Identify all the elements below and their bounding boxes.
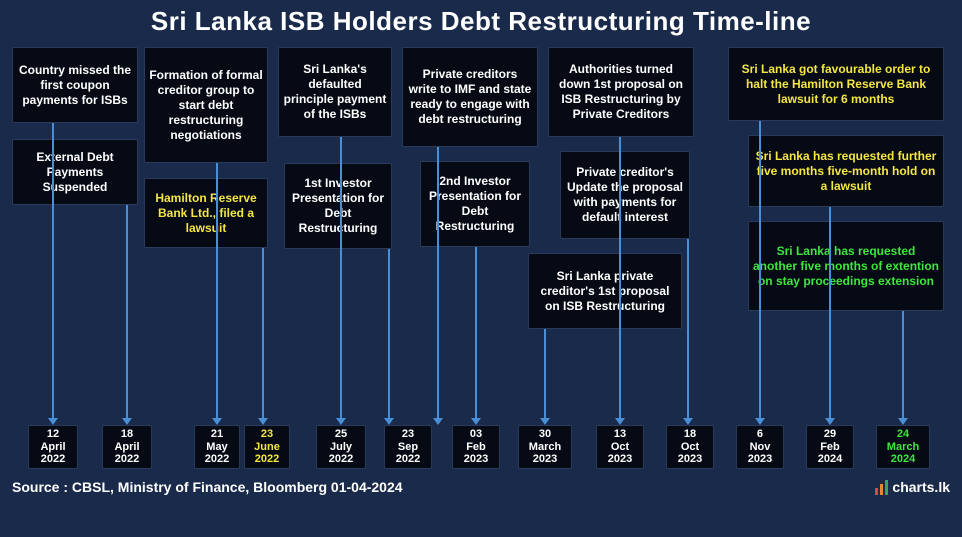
event-box: Hamilton Reserve Bank Ltd., filed a laws… — [144, 178, 268, 248]
arrowhead-icon — [336, 418, 346, 425]
date-box: 23 June 2022 — [244, 425, 290, 469]
chart-icon — [875, 479, 888, 495]
footer-source: Source : CBSL, Ministry of Finance, Bloo… — [12, 479, 403, 495]
connector-line — [759, 121, 761, 419]
event-box: Private creditors write to IMF and state… — [402, 47, 538, 147]
connector-line — [619, 137, 621, 419]
date-box: 03 Feb 2023 — [452, 425, 500, 469]
event-box: Sri Lanka has requested another five mon… — [748, 221, 944, 311]
connector-line — [340, 137, 342, 419]
date-box: 25 July 2022 — [316, 425, 366, 469]
arrowhead-icon — [48, 418, 58, 425]
event-box: Sri Lanka got favourable order to halt t… — [728, 47, 944, 121]
event-box: Country missed the first coupon payments… — [12, 47, 138, 123]
date-box: 23 Sep 2022 — [384, 425, 432, 469]
arrowhead-icon — [433, 418, 443, 425]
event-box: Sri Lanka private creditor's 1st proposa… — [528, 253, 682, 329]
date-box: 29 Feb 2024 — [806, 425, 854, 469]
event-box: 1st Investor Presentation for Debt Restr… — [284, 163, 392, 249]
date-box: 12 April 2022 — [28, 425, 78, 469]
connector-line — [388, 249, 390, 419]
date-box: 13 Oct 2023 — [596, 425, 644, 469]
arrowhead-icon — [471, 418, 481, 425]
page-title: Sri Lanka ISB Holders Debt Restructuring… — [8, 6, 954, 37]
event-box: Sri Lanka has requested further five mon… — [748, 135, 944, 207]
event-box: External Debt Payments Suspended — [12, 139, 138, 205]
arrowhead-icon — [755, 418, 765, 425]
connector-line — [52, 123, 54, 419]
date-box: 24 March 2024 — [876, 425, 930, 469]
event-box: Formation of formal creditor group to st… — [144, 47, 268, 163]
date-box: 30 March 2023 — [518, 425, 572, 469]
arrowhead-icon — [615, 418, 625, 425]
connector-line — [829, 207, 831, 419]
connector-line — [262, 248, 264, 419]
arrowhead-icon — [683, 418, 693, 425]
date-box: 18 April 2022 — [102, 425, 152, 469]
arrowhead-icon — [898, 418, 908, 425]
connector-line — [126, 205, 128, 419]
timeline-canvas: Sri Lanka ISB Holders Debt Restructuring… — [0, 0, 962, 537]
date-box: 18 Oct 2023 — [666, 425, 714, 469]
footer-logo-text: charts.lk — [892, 479, 950, 495]
arrowhead-icon — [258, 418, 268, 425]
arrowhead-icon — [825, 418, 835, 425]
arrowhead-icon — [540, 418, 550, 425]
connector-line — [216, 163, 218, 419]
event-box: Private creditor's Update the proposal w… — [560, 151, 690, 239]
connector-line — [687, 239, 689, 419]
arrowhead-icon — [122, 418, 132, 425]
event-box: Sri Lanka's defaulted principle payment … — [278, 47, 392, 137]
arrowhead-icon — [212, 418, 222, 425]
footer: Source : CBSL, Ministry of Finance, Bloo… — [8, 479, 954, 495]
timeline-area: Country missed the first coupon payments… — [8, 43, 954, 473]
date-box: 6 Nov 2023 — [736, 425, 784, 469]
footer-logo: charts.lk — [875, 479, 950, 495]
connector-line — [544, 329, 546, 419]
date-box: 21 May 2022 — [194, 425, 240, 469]
connector-line — [902, 311, 904, 419]
event-box: Authorities turned down 1st proposal on … — [548, 47, 694, 137]
connector-line — [475, 247, 477, 419]
arrowhead-icon — [384, 418, 394, 425]
connector-line — [437, 147, 439, 419]
